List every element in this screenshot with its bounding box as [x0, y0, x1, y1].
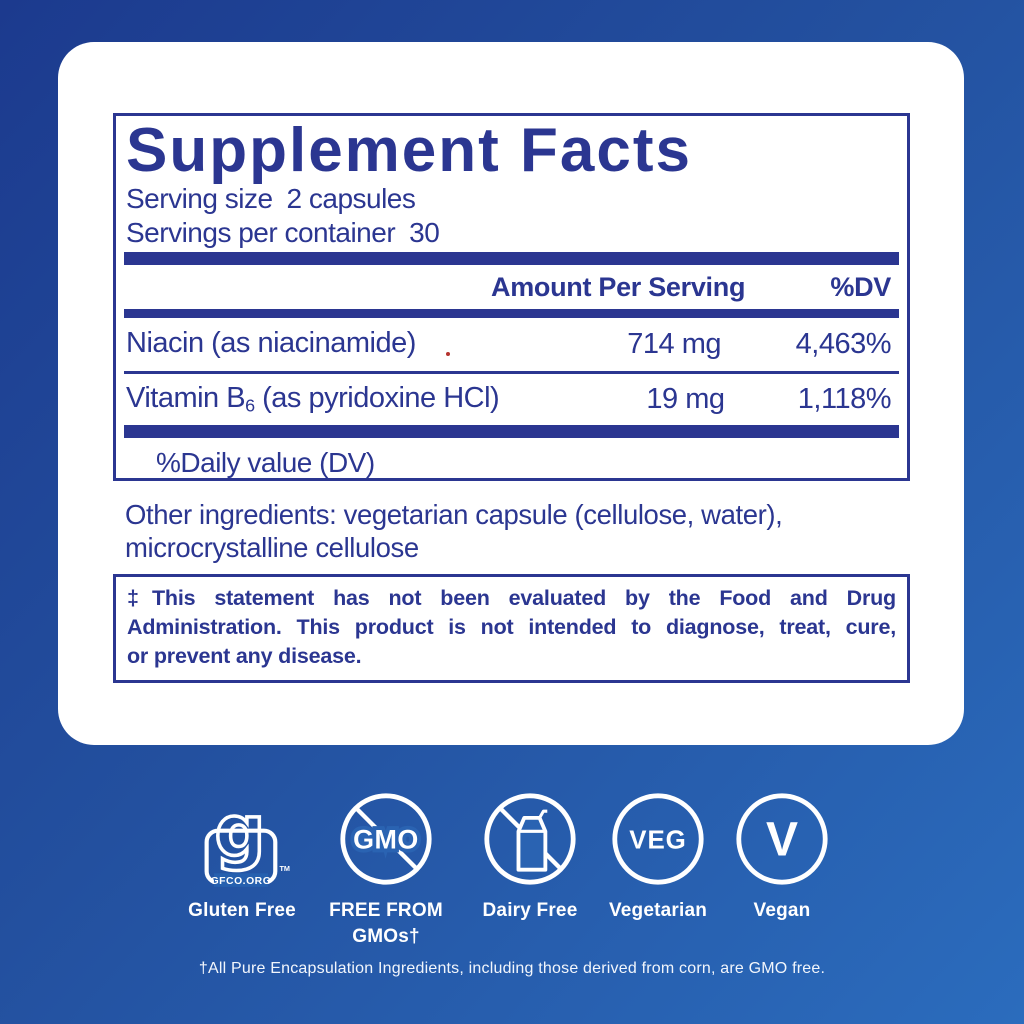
nutrient-amount: 19 mg	[646, 383, 725, 415]
badge-gmo-free: GMO FREE FROM GMOs†	[306, 786, 466, 950]
table-header-row: Amount Per Serving %DV	[116, 265, 907, 309]
disclaimer-line: ‡This statement has not been evaluated b…	[127, 586, 896, 610]
badge-dairy-free: Dairy Free	[450, 786, 610, 924]
badge-label: Dairy Free	[482, 900, 578, 921]
badge-label: FREE FROM GMOs†	[329, 898, 443, 950]
divider-bar-top	[124, 252, 899, 265]
table-row: Niacin (as niacinamide) 714 mg 4,463%	[116, 318, 907, 371]
other-ingredients-text: Other ingredients: vegetarian capsule (c…	[125, 499, 783, 563]
serving-size-label: Serving size	[126, 183, 273, 214]
disclaimer-line: Administration. This product is not inte…	[127, 615, 896, 639]
servings-per-container-line: Servings per container 30	[126, 216, 907, 250]
badge-vegetarian: VEG Vegetarian	[578, 786, 738, 924]
gmo-footnote: †All Pure Encapsulation Ingredients, inc…	[198, 960, 826, 977]
supplement-facts-title: Supplement Facts	[126, 116, 692, 185]
divider-bar-bottom	[124, 425, 899, 438]
badge-label: Gluten Free	[188, 900, 296, 921]
amount-per-serving-header: Amount Per Serving	[491, 271, 746, 302]
serving-size-line: Serving size 2 capsules	[126, 182, 907, 216]
svg-text:TM: TM	[279, 864, 290, 873]
servings-per-container-value: 30	[409, 217, 440, 248]
table-row: Vitamin B6 (as pyridoxine HCl) 19 mg 1,1…	[116, 374, 907, 425]
divider-bar-header	[124, 309, 899, 318]
label-card: Supplement Facts Serving size 2 capsules …	[58, 42, 964, 745]
svg-text:V: V	[766, 813, 798, 866]
nutrient-dv: 1,118%	[797, 383, 892, 415]
svg-text:g: g	[215, 790, 266, 873]
badge-vegan: V Vegan	[702, 786, 862, 924]
badge-label: Vegetarian	[608, 900, 708, 921]
badge-label-line: GMOs†	[352, 926, 420, 947]
fda-disclaimer-box: ‡This statement has not been evaluated b…	[113, 574, 910, 683]
badge-label: Vegan	[753, 900, 811, 921]
nutrient-name: Niacin (as niacinamide)	[126, 327, 416, 360]
disclaimer-line: or prevent any disease.	[127, 644, 362, 668]
svg-text:VEG: VEG	[629, 827, 687, 855]
vegan-icon: V	[734, 786, 830, 892]
red-dot-artifact	[446, 352, 450, 356]
nutrient-amount: 714 mg	[627, 328, 721, 360]
nutrient-dv: 4,463%	[795, 328, 892, 360]
svg-text:GFCO.ORG: GFCO.ORG	[211, 876, 272, 887]
vegetarian-icon: VEG	[610, 786, 706, 892]
servings-per-container-label: Servings per container	[126, 217, 396, 248]
dv-header: %DV	[830, 271, 891, 302]
no-dairy-icon	[482, 786, 578, 892]
supplement-facts-panel: Supplement Facts Serving size 2 capsules …	[113, 113, 910, 481]
row-divider	[124, 371, 899, 374]
badge-gluten-free: g GFCO.ORG TM Gluten Free	[162, 786, 322, 924]
daily-value-footnote: %Daily value (DV)	[156, 447, 375, 478]
no-gmo-icon: GMO	[338, 786, 434, 892]
svg-text:GMO: GMO	[353, 825, 419, 855]
gfco-gluten-free-icon: g GFCO.ORG TM	[190, 786, 294, 892]
serving-size-value: 2 capsules	[286, 183, 416, 214]
nutrient-name: Vitamin B6 (as pyridoxine HCl)	[126, 382, 500, 416]
badge-label-line: FREE FROM	[329, 900, 443, 921]
